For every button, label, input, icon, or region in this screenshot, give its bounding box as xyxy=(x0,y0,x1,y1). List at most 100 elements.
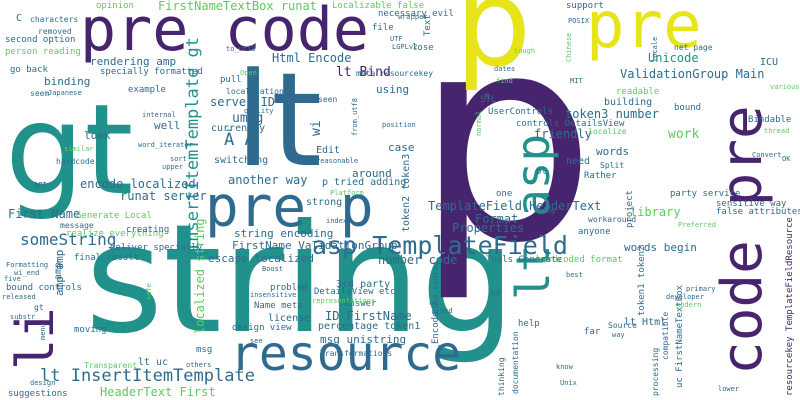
word: specially formatted xyxy=(100,67,203,77)
word: sort xyxy=(170,155,187,163)
word: quality xyxy=(244,107,274,115)
word: Tools Generate xyxy=(486,255,562,265)
word: Japanese xyxy=(48,89,82,97)
word: token3 number xyxy=(565,107,659,121)
word: go back xyxy=(10,65,48,75)
word: token1 token2 xyxy=(637,245,647,316)
word: deliver specially xyxy=(110,243,203,253)
word: umsg xyxy=(232,111,264,126)
word: others xyxy=(186,361,212,369)
word: compatible xyxy=(661,311,670,360)
word: index xyxy=(326,217,348,225)
word: to_utf8 xyxy=(226,45,256,53)
word: lt xyxy=(235,44,323,196)
word: using xyxy=(534,207,556,215)
word: need xyxy=(566,156,591,167)
word: Source xyxy=(608,321,637,330)
word: thread xyxy=(764,127,790,135)
word: msg xyxy=(196,345,213,355)
word: final result xyxy=(74,253,140,263)
word: 3rd party xyxy=(336,279,391,290)
word: well xyxy=(154,119,181,132)
word: server ID xyxy=(210,95,276,109)
word: pull xyxy=(220,75,242,85)
word: insensitive xyxy=(250,291,297,299)
word: license xyxy=(268,313,311,324)
word: example xyxy=(128,85,166,95)
word: substr xyxy=(10,313,36,321)
word: moving xyxy=(74,325,107,335)
word: localization xyxy=(226,87,284,96)
word: localized string xyxy=(193,218,207,334)
word: pre code xyxy=(80,0,369,65)
word: msg unistring xyxy=(320,333,407,346)
word: ID FirstName xyxy=(325,309,412,323)
word: Format xyxy=(475,212,519,226)
word: party service xyxy=(670,189,741,199)
word: asp TemplateField xyxy=(312,231,568,260)
word: developer xyxy=(666,293,704,301)
word: meta resourcekey xyxy=(356,69,434,78)
word: file xyxy=(372,23,394,33)
word: resourcekey TemplateFieldResource xyxy=(785,217,795,396)
word: Formatting xyxy=(6,261,49,269)
word: from_utf8 xyxy=(351,98,359,136)
word: lt Bind xyxy=(336,65,391,80)
word: code pre xyxy=(710,105,775,375)
word: Convert xyxy=(752,151,782,159)
word: LGPLv2 xyxy=(392,43,418,51)
word: p xyxy=(415,0,596,306)
word: word_iterator xyxy=(138,141,193,149)
word: string encoding xyxy=(234,227,334,240)
word: locale xyxy=(651,36,659,62)
word: Name meta xyxy=(254,301,303,311)
word: lt InsertItemTemplate xyxy=(40,366,255,386)
word: seem xyxy=(30,89,50,98)
word: building xyxy=(604,97,653,108)
word: design xyxy=(30,379,56,387)
word: modern xyxy=(676,301,702,309)
word: see xyxy=(250,337,263,345)
word: p tried adding xyxy=(322,177,407,188)
word: ICU xyxy=(760,57,779,68)
word: First Name xyxy=(8,207,81,221)
word: look xyxy=(84,129,111,142)
word: find xyxy=(496,77,513,85)
word: pre xyxy=(586,0,702,63)
word: representations xyxy=(312,297,376,305)
word: support xyxy=(566,1,604,11)
word: runat server xyxy=(120,189,207,203)
word: primary xyxy=(686,285,716,293)
word: net page xyxy=(674,43,713,52)
word: DetailsView etc xyxy=(314,287,396,297)
word: gt xyxy=(34,303,44,312)
word: lower xyxy=(718,385,740,393)
word: lt uc xyxy=(138,357,169,368)
word: binding xyxy=(44,75,91,88)
word: FirstName ValidationGroup xyxy=(232,239,398,252)
word: problem xyxy=(270,283,308,293)
word: API xyxy=(34,181,47,189)
word: thinking xyxy=(497,357,506,396)
word: way xyxy=(612,331,625,339)
word: string xyxy=(85,193,516,367)
word: HeaderText First xyxy=(100,385,216,399)
word: Localizable false xyxy=(332,1,425,11)
word: gt xyxy=(5,78,134,223)
word: words begin xyxy=(624,241,697,254)
word: C xyxy=(16,13,23,24)
word: MIT xyxy=(570,77,583,85)
word: removed xyxy=(38,27,72,36)
word: workaround xyxy=(588,215,637,224)
word: words xyxy=(596,145,630,158)
word: seen xyxy=(318,95,338,104)
word: answer xyxy=(344,299,377,309)
word: Open xyxy=(240,69,257,77)
word: safe xyxy=(145,283,153,300)
word: FirstNameTextBox runat xyxy=(158,0,317,13)
word: localize xyxy=(588,127,627,136)
word: around xyxy=(352,167,392,180)
word: hardcoded format xyxy=(536,255,623,265)
word: wi xyxy=(309,120,324,136)
word: hardcode xyxy=(56,157,95,166)
